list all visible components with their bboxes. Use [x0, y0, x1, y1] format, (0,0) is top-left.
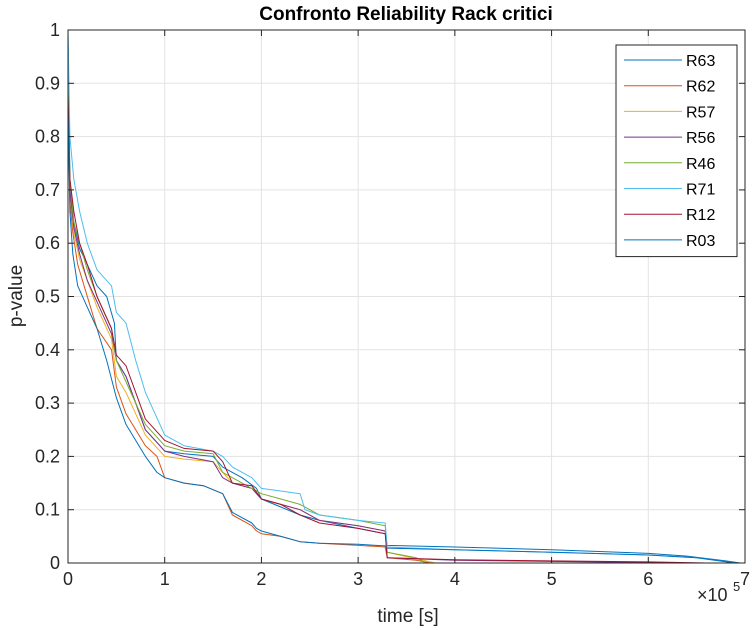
legend-box — [615, 44, 738, 258]
y-tick-label: 0.7 — [35, 180, 60, 200]
y-tick-label: 0 — [50, 553, 60, 573]
x-tick-label: 2 — [256, 569, 266, 589]
series-line-r71 — [67, 29, 736, 564]
legend-label-r62: R62 — [686, 79, 715, 96]
y-axis-label: p-value — [6, 265, 27, 327]
x-axis-label: time [s] — [377, 606, 438, 627]
x-tick-label: 6 — [643, 569, 653, 589]
legend-label-r12: R12 — [686, 207, 715, 224]
series-line-r63 — [67, 35, 741, 564]
x-tick-label: 7 — [740, 569, 750, 589]
x-tick-label: 0 — [63, 569, 73, 589]
y-tick-label: 0.2 — [35, 446, 60, 466]
legend-label-r63: R63 — [686, 53, 715, 70]
x-axis-exponent-power: 5 — [733, 579, 740, 594]
x-tick-label: 5 — [547, 569, 557, 589]
x-axis-exponent-base: ×10 — [697, 585, 728, 605]
chart-title: Confronto Reliability Rack critici — [259, 4, 553, 25]
y-tick-label: 0.8 — [35, 127, 60, 147]
x-tick-label: 3 — [353, 569, 363, 589]
axis-ticks: 0 1 2 3 4 5 6 7 0 0.1 0.2 0.3 0.4 0.5 0.6 0.7 0.8 0.9 1 — [35, 20, 750, 589]
legend-label-r71: R71 — [686, 182, 715, 199]
series-line-r12 — [67, 93, 707, 564]
legend-label-r56: R56 — [686, 130, 715, 147]
x-tick-label: 1 — [160, 569, 170, 589]
series-line-r03 — [67, 104, 736, 564]
y-tick-label: 0.6 — [35, 233, 60, 253]
x-tick-label: 4 — [450, 569, 460, 589]
legend-label-r57: R57 — [686, 104, 715, 121]
y-tick-label: 0.1 — [35, 500, 60, 520]
y-tick-label: 1 — [50, 20, 60, 40]
y-tick-label: 0.4 — [35, 340, 60, 360]
legend-label-r03: R03 — [686, 233, 715, 250]
y-tick-label: 0.5 — [35, 287, 60, 307]
legend-label-r46: R46 — [686, 156, 715, 173]
y-tick-label: 0.3 — [35, 393, 60, 413]
legend: R63 R62 R57 R56 R46 R71 R12 R03 — [615, 44, 738, 258]
y-tick-label: 0.9 — [35, 73, 60, 93]
series-layer — [67, 29, 741, 564]
